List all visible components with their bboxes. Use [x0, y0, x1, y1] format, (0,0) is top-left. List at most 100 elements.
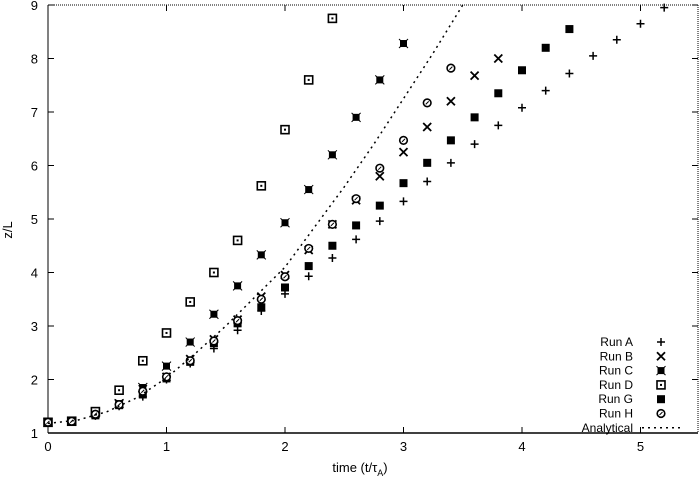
data-point [565, 69, 574, 78]
data-point [114, 400, 124, 410]
data-point [256, 294, 266, 304]
data-point [280, 272, 290, 282]
y-tick-label: 4 [31, 266, 38, 281]
y-tick-label: 9 [31, 0, 38, 13]
data-point [375, 217, 384, 226]
legend-item: Run C [599, 364, 666, 378]
data-point [375, 201, 384, 210]
filled-square-marker-icon [657, 395, 665, 404]
data-point [257, 303, 266, 312]
series-run-a [44, 3, 669, 427]
analytical-curve [47, 4, 464, 425]
data-point [185, 337, 196, 347]
legend-item: Run H [599, 407, 666, 421]
data-point [375, 163, 385, 173]
data-point [327, 149, 338, 160]
data-point [422, 122, 432, 132]
data-point [423, 177, 432, 186]
data-point [256, 181, 267, 191]
x-axis-label: time (t/τA) [332, 460, 387, 478]
data-point [352, 235, 361, 244]
open-circle-marker-icon [656, 408, 666, 419]
legend-item: Analytical [582, 421, 680, 435]
legend-label: Run G [598, 392, 633, 406]
legend-label: Run B [600, 349, 633, 363]
plus-marker-icon [657, 338, 665, 346]
open-square-marker-icon [656, 380, 666, 390]
series-run-b [43, 53, 503, 427]
data-point [636, 19, 645, 28]
data-point [304, 243, 314, 254]
data-point [233, 326, 242, 335]
y-tick-label: 8 [31, 52, 38, 67]
data-point [494, 121, 503, 130]
data-point [327, 219, 338, 229]
legend-label: Run D [599, 378, 633, 392]
legend-item: Run G [598, 392, 665, 406]
data-point [470, 113, 479, 122]
data-point [398, 147, 409, 157]
data-point [446, 63, 456, 73]
series-run-h [43, 63, 456, 427]
data-point [185, 297, 195, 307]
x-tick-label: 1 [163, 439, 170, 454]
data-point [281, 283, 289, 292]
legend-label: Run C [599, 364, 633, 378]
data-point [399, 179, 408, 188]
legend-label: Run A [600, 335, 633, 349]
y-tick-label: 6 [31, 159, 38, 174]
y-tick-label: 2 [31, 373, 38, 388]
data-point [303, 75, 314, 85]
series-layer [43, 3, 669, 428]
data-point [398, 135, 409, 145]
cross-marker-icon [656, 351, 666, 361]
data-point [518, 103, 526, 112]
data-point [446, 96, 456, 106]
data-point [470, 140, 479, 149]
legend-item: Run D [599, 378, 666, 392]
data-point [541, 43, 550, 52]
data-point [161, 372, 172, 382]
data-point [328, 241, 337, 250]
legend-item: Run B [600, 349, 666, 363]
data-point [351, 194, 361, 204]
y-tick-label: 1 [31, 426, 38, 441]
data-point [374, 75, 385, 85]
data-point [541, 86, 550, 95]
data-point [138, 355, 148, 366]
data-point [114, 385, 124, 396]
x-tick-label: 0 [44, 439, 51, 454]
data-point [161, 328, 172, 338]
data-point [303, 184, 314, 195]
data-point [232, 235, 243, 246]
data-point [494, 89, 503, 98]
data-point [233, 316, 243, 326]
data-point [660, 3, 669, 12]
data-point [209, 309, 219, 320]
legend-item: Run A [600, 335, 665, 349]
data-point [67, 416, 77, 426]
x-tick-label: 5 [637, 439, 644, 454]
x-axis-label-subscript: A [377, 468, 383, 478]
series-run-g [44, 25, 574, 427]
data-point [493, 53, 503, 64]
data-point [446, 136, 455, 145]
boxed-star-marker-icon [656, 365, 666, 376]
x-tick-label: 4 [518, 439, 525, 454]
y-tick-label: 5 [31, 212, 38, 227]
data-point [423, 158, 432, 167]
data-point [565, 25, 574, 34]
data-point [327, 13, 338, 24]
data-point [589, 51, 598, 60]
data-point [280, 124, 290, 135]
data-point [398, 38, 409, 49]
data-point [304, 272, 313, 281]
data-point [612, 35, 621, 44]
data-point [161, 361, 172, 371]
data-point [399, 197, 408, 206]
data-point [209, 267, 219, 278]
data-point [280, 217, 290, 228]
data-point [351, 112, 361, 123]
data-point [138, 386, 148, 396]
